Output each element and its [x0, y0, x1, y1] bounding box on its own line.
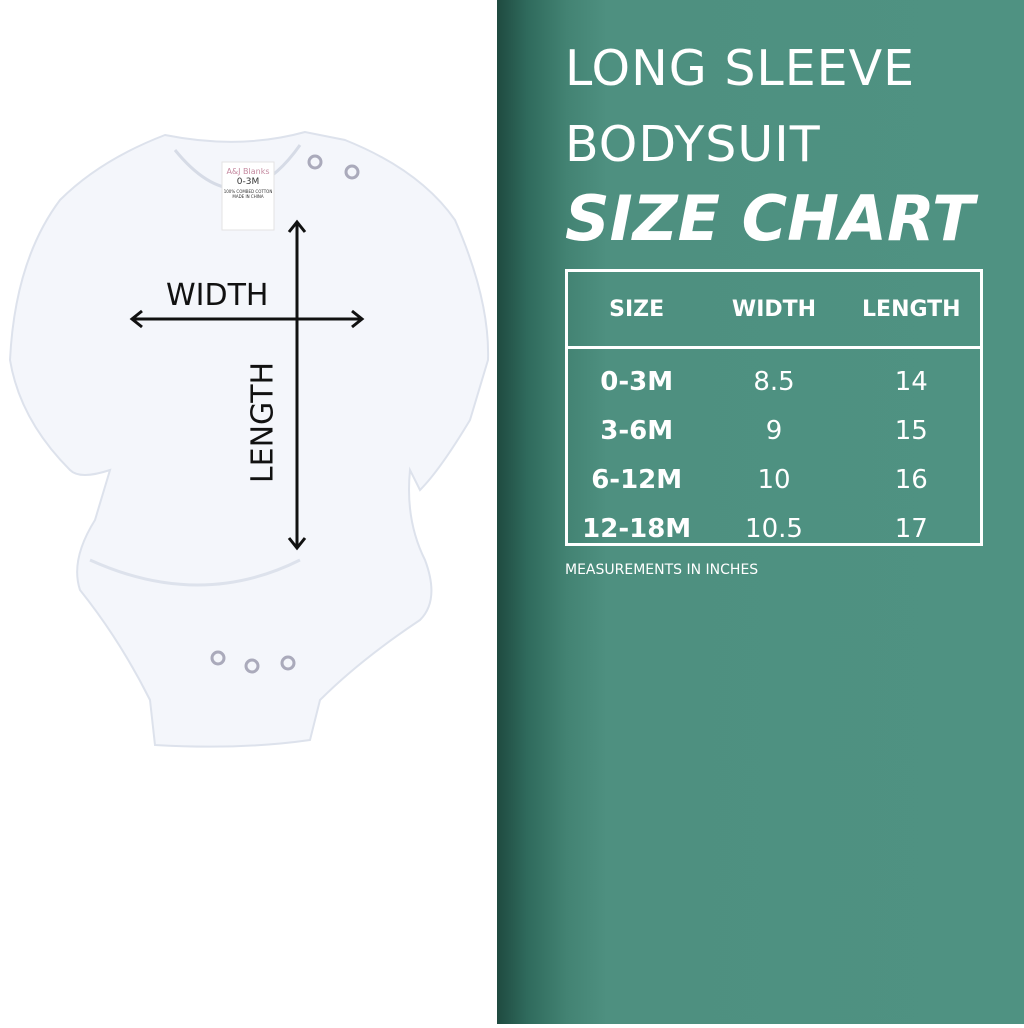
- bodysuit-image: [8, 130, 490, 748]
- width-label: WIDTH: [166, 278, 269, 313]
- product-photo-panel: A&J Blanks 0-3M 100% COMBED COTTON MADE …: [0, 0, 497, 1024]
- size-cell: 3-6M: [600, 415, 674, 446]
- size-cell: 12-18M: [582, 513, 692, 544]
- length-label: LENGTH: [245, 361, 281, 484]
- width-arrow: [129, 309, 365, 329]
- column-header-length: LENGTH: [862, 296, 961, 322]
- tag-origin: MADE IN CHINA: [232, 194, 264, 200]
- table-row: 12-18M 10.5 17: [568, 504, 980, 553]
- column-header-width: WIDTH: [731, 296, 817, 322]
- title-line-1: LONG SLEEVE: [565, 40, 916, 97]
- table-row: 6-12M 10 16: [568, 455, 980, 504]
- title-line-2: BODYSUIT: [565, 116, 821, 173]
- width-cell: 10: [757, 464, 791, 495]
- column-header-size: SIZE: [609, 296, 665, 322]
- width-cell: 9: [765, 415, 783, 446]
- size-chart-panel: LONG SLEEVE BODYSUIT SIZE CHART SIZE WID…: [497, 0, 1024, 1024]
- length-arrow: [287, 219, 307, 551]
- size-cell: 6-12M: [591, 464, 683, 495]
- table-row: 3-6M 9 15: [568, 406, 980, 455]
- size-table: SIZE WIDTH LENGTH 0-3M 8.5 14 3-6M 9 15 …: [565, 269, 983, 546]
- tag-brand: A&J Blanks: [226, 167, 270, 176]
- length-cell: 17: [894, 513, 928, 544]
- width-cell: 8.5: [753, 366, 795, 397]
- length-cell: 15: [894, 415, 928, 446]
- tag-fabric: 100% COMBED COTTON: [223, 189, 273, 195]
- length-cell: 16: [894, 464, 928, 495]
- size-cell: 0-3M: [600, 366, 674, 397]
- tag-size: 0-3M: [236, 177, 260, 188]
- title-size-chart: SIZE CHART: [565, 182, 975, 255]
- measurement-note: MEASUREMENTS IN INCHES: [565, 562, 759, 578]
- width-cell: 10.5: [745, 513, 803, 544]
- length-cell: 14: [894, 366, 928, 397]
- garment-tag: A&J Blanks 0-3M 100% COMBED COTTON MADE …: [222, 167, 274, 199]
- table-row: 0-3M 8.5 14: [568, 357, 980, 406]
- table-header: SIZE WIDTH LENGTH: [568, 272, 980, 349]
